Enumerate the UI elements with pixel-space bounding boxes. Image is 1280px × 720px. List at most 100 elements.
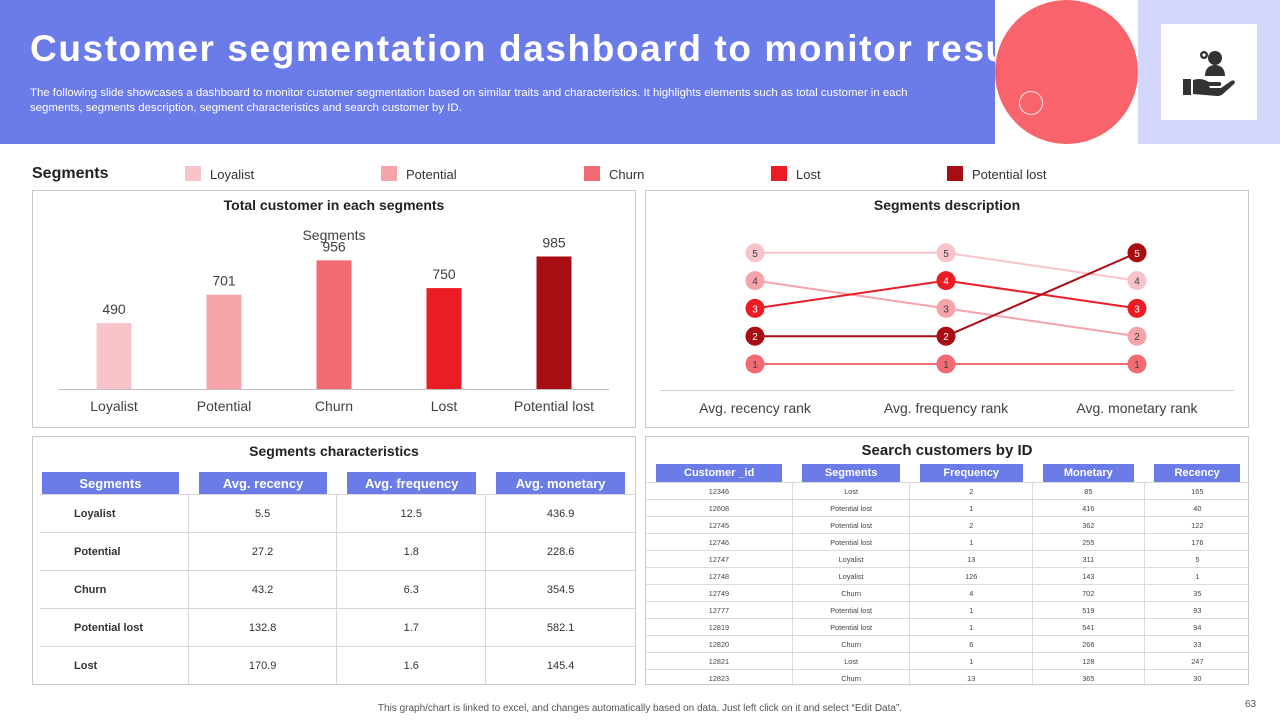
column-header: Avg. recency [188,472,338,494]
table-row: 12747 Loyalist 13 311 5 [646,550,1250,568]
x-tick-label: Potential [197,398,251,414]
legend-swatch [185,166,201,181]
table-cell: 1.7 [337,608,487,646]
data-point [936,271,956,291]
table-cell: 1.8 [337,532,487,570]
table-row: Churn 43.2 6.3 354.5 [40,570,635,608]
legend-title: Segments [32,165,109,182]
column-header: Frequency [910,464,1033,483]
series-line-potential-lost [755,251,1138,338]
bar-potential [206,294,242,389]
data-label: 985 [542,234,566,250]
data-point [745,298,765,318]
table-cell: 143 [1032,567,1145,585]
segments-description-panel: Segments description 5 5 4 4 3 2 1 1 1 3 4 3 2 2 5 Avg.… [645,190,1249,428]
table-row: Loyalist 5.5 12.5 436.9 [40,494,635,532]
table-row: 12608 Potential lost 1 416 40 [646,499,1250,517]
table-cell: 35 [1144,584,1250,602]
column-header: Avg. monetary [486,472,635,494]
segments-characteristics-panel: Segments characteristics Segments Avg. r… [32,436,636,685]
data-point [936,243,956,263]
bar-lost [426,288,462,389]
table-cell: 40 [1144,499,1250,517]
table-cell: 33 [1144,635,1250,653]
point-label: 3 [943,304,949,315]
table-row: 12746 Potential lost 1 255 176 [646,533,1250,551]
table-row: Potential 27.2 1.8 228.6 [40,532,635,570]
table-cell: 145.4 [486,646,635,684]
total-customers-panel: Total customer in each segments Segments… [32,190,636,428]
table-cell: Churn [792,635,911,653]
table-cell: Potential lost [792,533,911,551]
point-label: 1 [1134,360,1140,371]
decorative-ring [1019,91,1043,115]
panel-title: Search customers by ID [861,442,1033,459]
table-cell: 12747 [646,550,793,568]
table-row: 12346 Lost 2 85 165 [646,482,1250,500]
table-cell: 1 [1144,567,1250,585]
column-header: Segments [792,464,910,483]
point-label: 2 [1134,332,1140,343]
column-header: Monetary [1033,464,1145,483]
point-label: 2 [752,332,758,343]
point-label: 3 [752,304,758,315]
data-label: 490 [102,301,126,317]
x-tick-label: Lost [431,398,458,414]
table-cell: 12749 [646,584,793,602]
table-cell: Churn [792,669,911,686]
page-number: 63 [1245,699,1257,710]
legend-swatch [771,166,787,181]
table-cell: 1 [909,652,1034,670]
table-cell: 165 [1144,482,1250,500]
table-cell: 12346 [646,482,793,500]
table-row: 12821 Lost 1 128 247 [646,652,1250,670]
table-cell: 176 [1144,533,1250,551]
point-label: 4 [1134,277,1140,288]
table-cell: 12819 [646,618,793,636]
data-point [745,271,765,291]
table-cell: 43.2 [188,570,338,608]
table-cell: 436.9 [486,494,635,532]
table-row: 12745 Potential lost 2 362 122 [646,516,1250,534]
table-cell: 12820 [646,635,793,653]
column-header: Recency [1144,464,1250,483]
legend-label: Loyalist [210,167,255,182]
point-label: 5 [943,249,949,260]
table-cell: Loyalist [792,567,911,585]
table-cell: 94 [1144,618,1250,636]
table-cell: Lost [792,482,911,500]
table-cell: Loyalist [40,494,189,532]
table-row: 12820 Churn 6 266 33 [646,635,1250,653]
table-cell: 13 [909,669,1034,686]
table-cell: Loyalist [792,550,911,568]
table-cell: 6.3 [337,570,487,608]
table-cell: 1 [909,601,1034,619]
data-point [936,298,956,318]
page-subtitle: The following slide showcases a dashboar… [30,87,908,114]
table-row: Lost 170.9 1.6 145.4 [40,646,635,684]
panel-title: Segments characteristics [249,443,419,459]
table-cell: 12.5 [337,494,487,532]
data-label: 750 [432,266,456,282]
legend-label: Potential lost [972,167,1047,182]
panel-title: Total customer in each segments [223,197,445,213]
legend-label: Lost [796,167,821,182]
table-cell: 416 [1032,499,1145,517]
point-label: 5 [752,249,758,260]
table-cell: 1 [909,533,1034,551]
table-cell: 266 [1032,635,1145,653]
logo-box [1161,24,1257,120]
table-row: 12823 Churn 13 365 30 [646,669,1250,686]
table-cell: 541 [1032,618,1145,636]
table-cell: 1.6 [337,646,487,684]
search-customers-panel: Search customers by ID Customer _id Segm… [645,436,1250,686]
point-label: 2 [943,332,949,343]
table-cell: Potential [40,532,189,570]
table-cell: 6 [909,635,1034,653]
table-cell: 12608 [646,499,793,517]
table-cell: Potential lost [40,608,189,646]
data-label: 701 [212,273,236,289]
table-cell: 12823 [646,669,793,686]
line-chart: 5 5 4 4 3 2 1 1 1 3 4 3 2 2 5 Avg. recency rank Avg. fre… [660,243,1234,416]
table-cell: 702 [1032,584,1145,602]
